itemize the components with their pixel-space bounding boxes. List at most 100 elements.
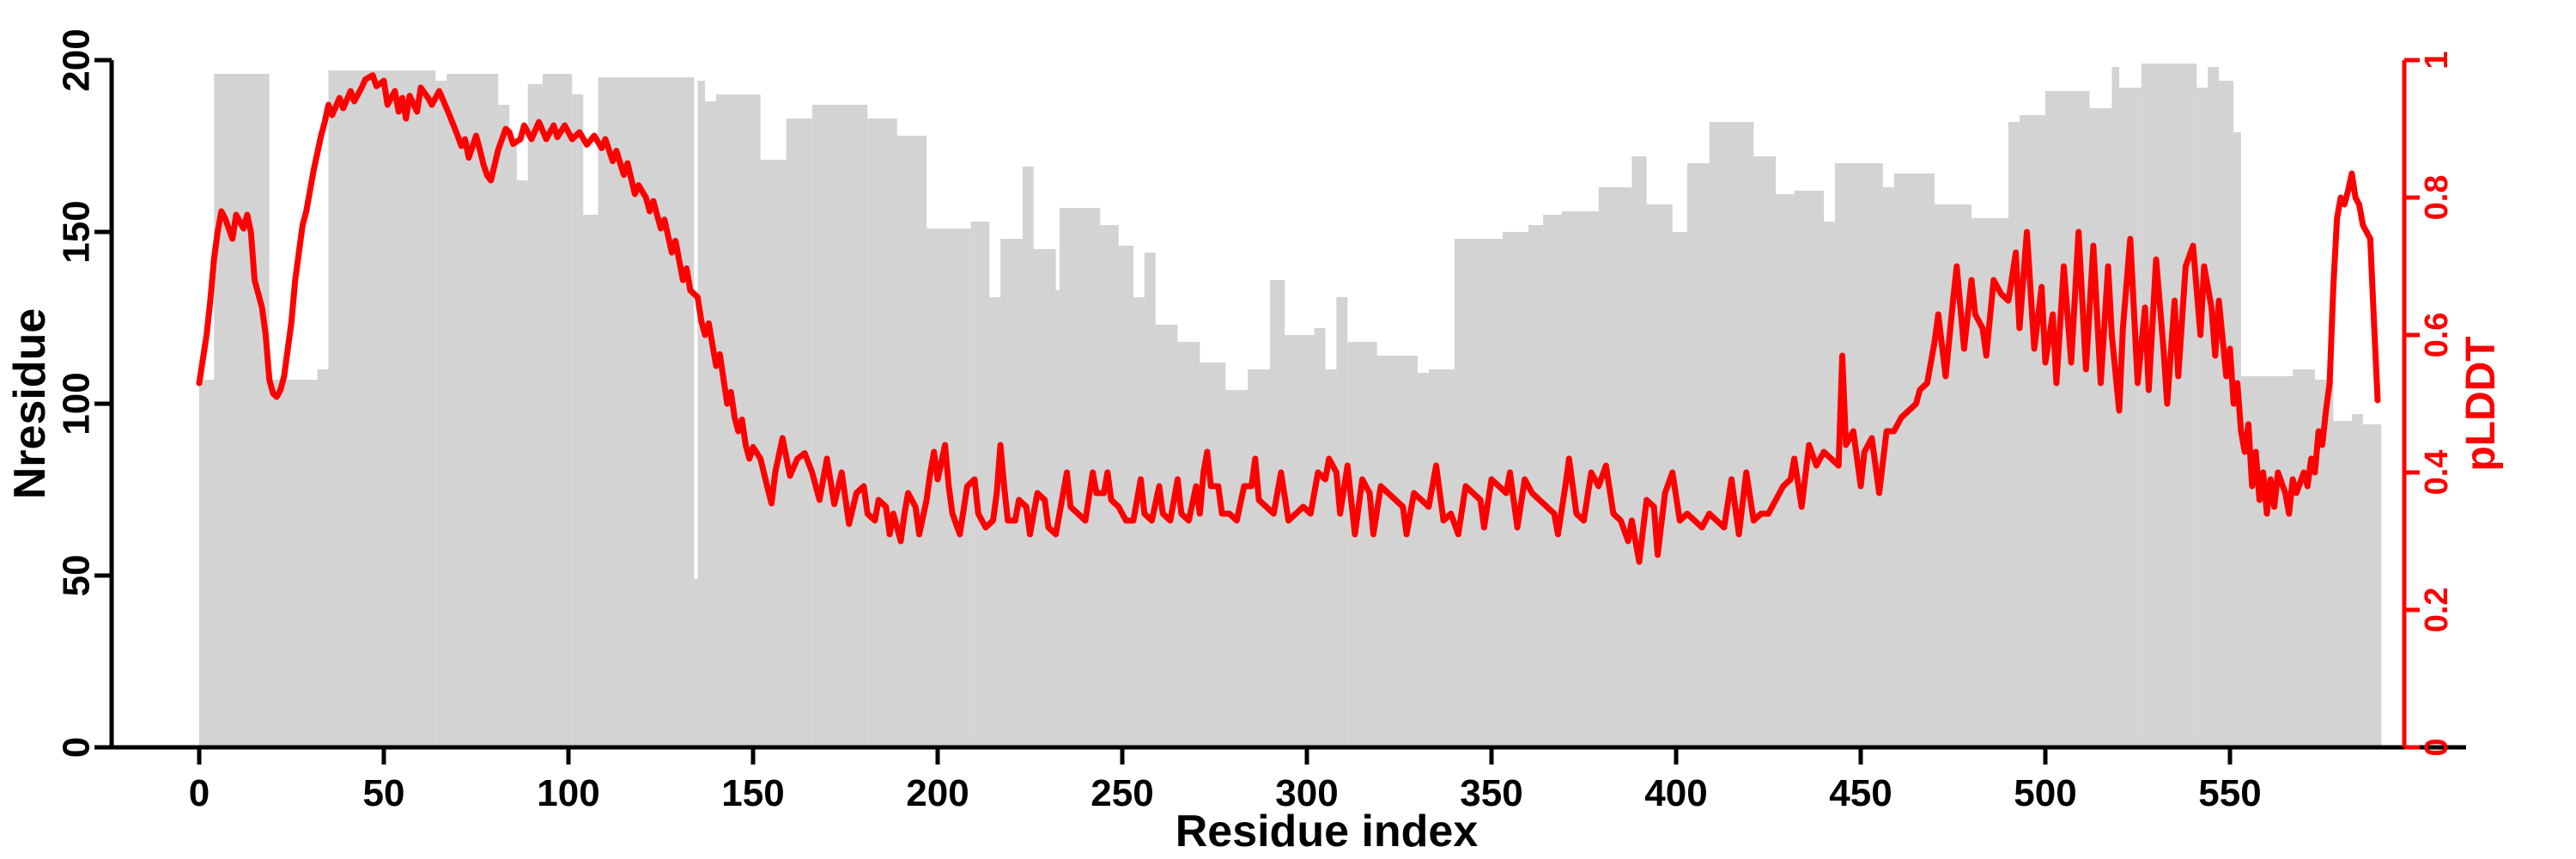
nresidue-bar-run [1177,342,1200,747]
right-axis-tick-label: 0 [2419,738,2455,756]
right-axis-title: pLDDT [2458,336,2504,471]
left-axis-tick-label: 50 [56,555,98,597]
nresidue-bar-run [199,380,215,747]
nresidue-bar-run [1824,222,1835,747]
nresidue-bar-run [1285,335,1315,747]
nresidue-bar-run [2119,88,2142,747]
nresidue-bar-run [527,84,543,747]
nresidue-bar-run [572,94,584,747]
nresidue-bar-run [694,579,698,747]
x-axis-tick-label: 150 [721,772,784,814]
nresidue-bar-run [1314,328,1326,747]
nresidue-bar-run [1893,174,1935,747]
x-axis-title: Residue index [1176,807,1479,856]
right-axis-tick-label: 1 [2419,51,2455,69]
nresidue-bar-run [896,136,927,747]
nresidue-bar-run [1155,325,1178,747]
nresidue-bar-run [1336,297,1348,747]
x-axis-tick-label: 0 [189,772,210,814]
nresidue-bar-run [2362,424,2382,747]
nresidue-bar-run [1144,253,1156,747]
nresidue-bar-run [2008,122,2020,747]
nresidue-bar-run [1376,356,1418,747]
nresidue-bar-run [435,81,447,747]
nresidue-bar-run [2111,67,2119,747]
nresidue-bar-run [811,105,868,747]
nresidue-bar-run [2019,115,2045,747]
nresidue-bar-run [1882,187,1894,747]
nresidue-bar-run [2293,369,2315,747]
nresidue-bar-run [1270,280,1285,747]
plddt-line-layer [196,72,2381,565]
right-axis-tick-label: 0.8 [2419,175,2455,221]
nresidue-bar-run [867,119,897,747]
x-axis-tick-label: 300 [1275,772,1338,814]
nresidue-bar-run [1347,342,1377,747]
nresidue-bar-run [2196,88,2208,747]
x-axis-tick-label: 450 [1829,772,1892,814]
nresidue-bar-run [1776,194,1795,747]
x-axis-tick-label: 50 [363,772,405,814]
left-axis-title: Nresidue [5,308,55,500]
nresidue-bar-run [705,101,716,747]
nresidue-bar-run [1686,163,1710,747]
nresidue-bar-run [1631,156,1647,747]
nresidue-bar-run [1528,225,1544,747]
nresidue-bar-run [2351,414,2363,747]
nresidue-bar-run [2333,421,2352,747]
nresidue-bar-run [1133,297,1145,747]
nresidue-bar-run [1022,167,1034,747]
left-axis-tick-label: 100 [56,372,98,435]
left-axis-tick-label: 0 [56,737,98,758]
nresidue-bar-run [598,77,695,747]
nresidue-bar-run [1753,156,1777,747]
axis-labels-layer: Nresidue Residue index pLDDT [5,308,2504,856]
nresidue-bar-run [269,380,318,747]
nresidue-bar-run [970,222,990,747]
x-axis-tick-label: 350 [1460,772,1522,814]
nresidue-bar-run [1118,246,1133,747]
right-axis-tick-label: 0.2 [2419,588,2455,633]
nresidue-bar-run [509,143,517,747]
left-axis-tick-label: 150 [56,200,98,263]
nresidue-bar-run [516,180,528,747]
nresidue-bar-run [786,119,812,747]
nresidue-bar-run [1325,369,1337,747]
nresidue-bar-run [760,160,787,747]
nresidue-bar-run [2233,132,2241,747]
nresidue-bar-run [1672,232,1687,747]
nresidue-bar-run [328,70,436,747]
nresidue-bars-layer [199,64,2382,747]
nresidue-bar-run [2208,67,2220,747]
nresidue-bar-run [1543,215,1562,747]
nresidue-bar-run [498,105,510,747]
nresidue-bar-run [447,74,499,747]
nresidue-bar-run [2045,91,2090,747]
nresidue-bar-run [1428,369,1455,747]
axes-layer: 0 50 100 150 200 0 50 100 150 200 250 300 350 400 450 5… [56,28,2466,814]
nresidue-bar-run [317,369,329,747]
nresidue-bar-run [697,81,706,747]
x-axis-tick-label: 200 [906,772,969,814]
nresidue-bar-run [1225,390,1249,747]
nresidue-bar-run [1200,362,1226,747]
right-axis-tick-label: 0.6 [2419,313,2455,358]
nresidue-bar-run [542,74,573,747]
x-axis-tick-label: 250 [1091,772,1153,814]
nresidue-bar-run [214,74,270,747]
plddt-line [196,72,2381,565]
nresidue-bar-run [583,215,598,747]
x-axis-tick-label: 550 [2198,772,2261,814]
x-axis-tick-label: 100 [537,772,599,814]
nresidue-bar-run [2314,380,2334,747]
x-axis-tick-label: 400 [1644,772,1707,814]
nresidue-bar-run [1248,369,1270,747]
nresidue-bar-run [1709,122,1754,747]
x-axis-tick-label: 500 [2014,772,2076,814]
right-axis-tick-label: 0.4 [2419,450,2455,496]
left-axis-tick-label: 200 [56,28,98,91]
nresidue-bar-run [2219,81,2234,747]
nresidue-bar-run [1418,373,1429,747]
